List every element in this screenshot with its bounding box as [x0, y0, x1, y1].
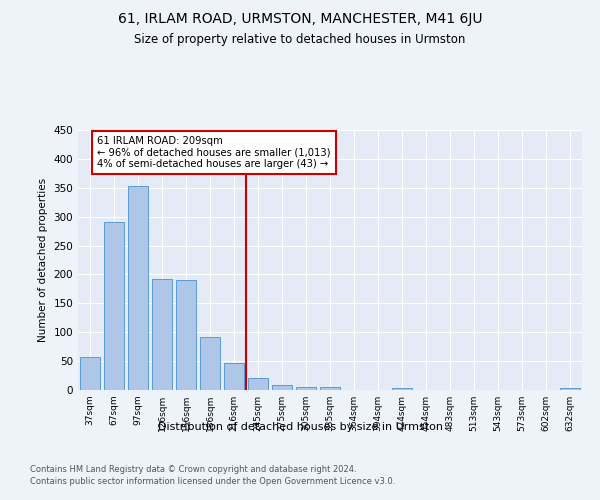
Bar: [560, 388, 580, 390]
Bar: [104, 222, 124, 390]
Text: Contains HM Land Registry data © Crown copyright and database right 2024.: Contains HM Land Registry data © Crown c…: [30, 465, 356, 474]
Bar: [80, 357, 100, 390]
Text: Size of property relative to detached houses in Urmston: Size of property relative to detached ho…: [134, 32, 466, 46]
Bar: [200, 337, 220, 390]
Bar: [248, 378, 268, 390]
Bar: [392, 388, 412, 390]
Text: Distribution of detached houses by size in Urmston: Distribution of detached houses by size …: [157, 422, 443, 432]
Bar: [128, 186, 148, 390]
Y-axis label: Number of detached properties: Number of detached properties: [38, 178, 48, 342]
Bar: [320, 387, 340, 390]
Bar: [224, 364, 244, 390]
Bar: [152, 279, 172, 390]
Bar: [296, 387, 316, 390]
Text: 61 IRLAM ROAD: 209sqm
← 96% of detached houses are smaller (1,013)
4% of semi-de: 61 IRLAM ROAD: 209sqm ← 96% of detached …: [97, 136, 331, 169]
Text: Contains public sector information licensed under the Open Government Licence v3: Contains public sector information licen…: [30, 478, 395, 486]
Bar: [176, 280, 196, 390]
Bar: [272, 385, 292, 390]
Text: 61, IRLAM ROAD, URMSTON, MANCHESTER, M41 6JU: 61, IRLAM ROAD, URMSTON, MANCHESTER, M41…: [118, 12, 482, 26]
